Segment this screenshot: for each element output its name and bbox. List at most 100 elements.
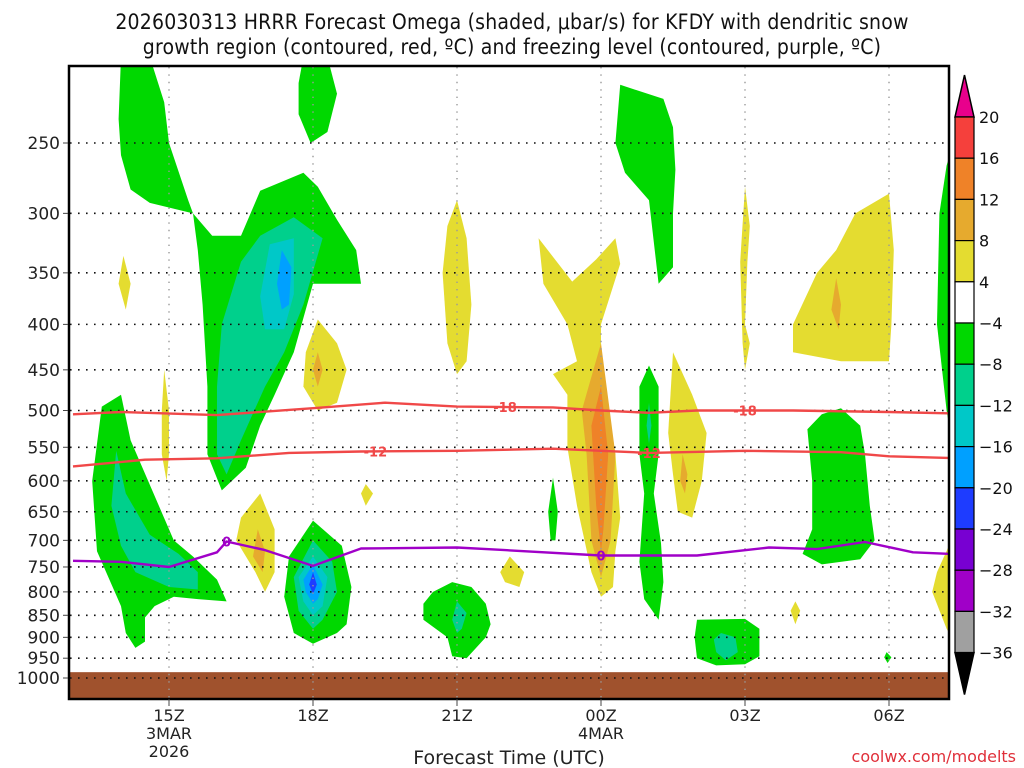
contour-label: 0 <box>222 535 231 550</box>
omega-region <box>118 255 131 310</box>
y-tick-label: 250 <box>28 134 60 154</box>
colorbar-swatch <box>954 446 975 489</box>
x-tick-label: 18Z <box>297 706 328 725</box>
y-tick-label: 600 <box>28 472 60 492</box>
x-tick-date: 3MAR <box>146 724 192 743</box>
omega-region <box>313 352 323 387</box>
y-tick-label: 900 <box>28 628 60 648</box>
omega-region <box>680 454 688 494</box>
y-tick-label: 500 <box>28 402 60 422</box>
omega-region <box>361 484 373 506</box>
omega-region <box>303 319 347 411</box>
colorbar-swatch <box>954 198 975 242</box>
colorbar-swatch <box>954 116 975 159</box>
y-tick-label: 650 <box>28 503 60 523</box>
omega-region <box>500 556 525 587</box>
contour-label: -12 <box>637 447 661 462</box>
omega-region <box>615 84 676 284</box>
plot-frame <box>67 64 951 701</box>
contour-label: 0 <box>596 549 605 564</box>
omega-region <box>639 365 664 620</box>
colorbar-arrow-bottom <box>954 651 975 695</box>
omega-region <box>277 250 292 310</box>
contour-label: -18 <box>493 401 517 416</box>
contour-dendritic-12C <box>72 447 948 468</box>
omega-region <box>793 193 894 362</box>
colorbar-label: 20 <box>979 108 999 127</box>
y-axis: 2503003504004505005506006507007508008509… <box>17 134 68 689</box>
y-tick-label: 450 <box>28 361 60 381</box>
x-tick-label: 21Z <box>441 706 472 725</box>
colorbar-swatch <box>954 404 975 448</box>
colorbar-swatch <box>954 240 975 283</box>
omega-region <box>442 200 472 375</box>
y-tick-label: 350 <box>28 264 60 284</box>
colorbar-swatch <box>954 487 975 530</box>
colorbar: 20 16 12 8 4 −4 −8 −12 −16 −20 −24 −28 −32 −36 <box>954 74 1013 695</box>
chart-title-line-2: growth region (contoured, red, ºC) and f… <box>142 35 882 59</box>
contour-freezing-level <box>72 540 948 569</box>
omega-region <box>831 278 841 330</box>
omega-field <box>92 67 948 666</box>
omega-region <box>884 652 892 663</box>
omega-region <box>802 408 875 565</box>
colorbar-swatch <box>954 528 975 571</box>
colorbar-arrow-top <box>954 74 975 118</box>
y-tick-label: 950 <box>28 649 60 669</box>
x-axis-label: Forecast Time (UTC) <box>413 747 604 768</box>
omega-region <box>253 529 265 573</box>
colorbar-swatch <box>954 322 975 365</box>
y-tick-label: 800 <box>28 583 60 603</box>
colorbar-label: 12 <box>979 190 999 209</box>
y-tick-label: 300 <box>28 204 60 224</box>
y-tick-label: 1000 <box>17 669 60 689</box>
x-tick-label: 15Z <box>153 706 184 725</box>
omega-region <box>591 386 609 552</box>
contour-dendritic-18C <box>72 401 948 417</box>
omega-region <box>713 633 738 661</box>
x-tick-label: 00Z <box>585 706 616 725</box>
y-tick-label: 550 <box>28 438 60 458</box>
y-tick-label: 750 <box>28 558 60 578</box>
colorbar-label: −16 <box>979 438 1013 457</box>
colorbar-swatch <box>954 569 975 613</box>
omega-region <box>668 352 707 518</box>
y-tick-label: 850 <box>28 606 60 626</box>
omega-region <box>937 160 948 419</box>
x-tick-label: 03Z <box>729 706 760 725</box>
colorbar-swatch <box>954 610 975 654</box>
y-tick-label: 700 <box>28 531 60 551</box>
credit-link[interactable]: coolwx.com/modelts <box>852 747 1016 766</box>
omega-region <box>646 402 652 444</box>
contour-label: -18 <box>733 405 757 420</box>
colorbar-label: 4 <box>979 273 989 292</box>
colorbar-label: −12 <box>979 396 1013 415</box>
y-tick-label: 400 <box>28 315 60 335</box>
colorbar-label: −36 <box>979 644 1013 663</box>
x-tick-date: 4MAR <box>578 724 624 743</box>
colorbar-swatch <box>954 157 975 200</box>
colorbar-label: −32 <box>979 602 1013 621</box>
omega-region <box>452 601 467 633</box>
contour-layer: -18 -18 -12 -12 0 0 <box>72 401 948 569</box>
omega-region <box>217 217 323 475</box>
colorbar-swatch <box>954 281 975 324</box>
contour-label: -12 <box>364 445 388 460</box>
colorbar-label: 8 <box>979 232 989 251</box>
terrain <box>70 672 948 698</box>
grid <box>70 67 948 698</box>
omega-region <box>161 369 169 481</box>
chart-title-line-1: 2026030313 HRRR Forecast Omega (shaded, … <box>115 10 909 34</box>
omega-region <box>790 601 801 625</box>
colorbar-label: −8 <box>979 355 1003 374</box>
omega-region <box>548 477 558 541</box>
omega-region <box>118 67 193 214</box>
terrain-fill <box>70 672 948 698</box>
omega-region <box>309 572 317 595</box>
omega-region <box>932 547 948 632</box>
x-tick-label: 06Z <box>873 706 904 725</box>
colorbar-label: −20 <box>979 479 1013 498</box>
omega-region <box>92 394 227 648</box>
